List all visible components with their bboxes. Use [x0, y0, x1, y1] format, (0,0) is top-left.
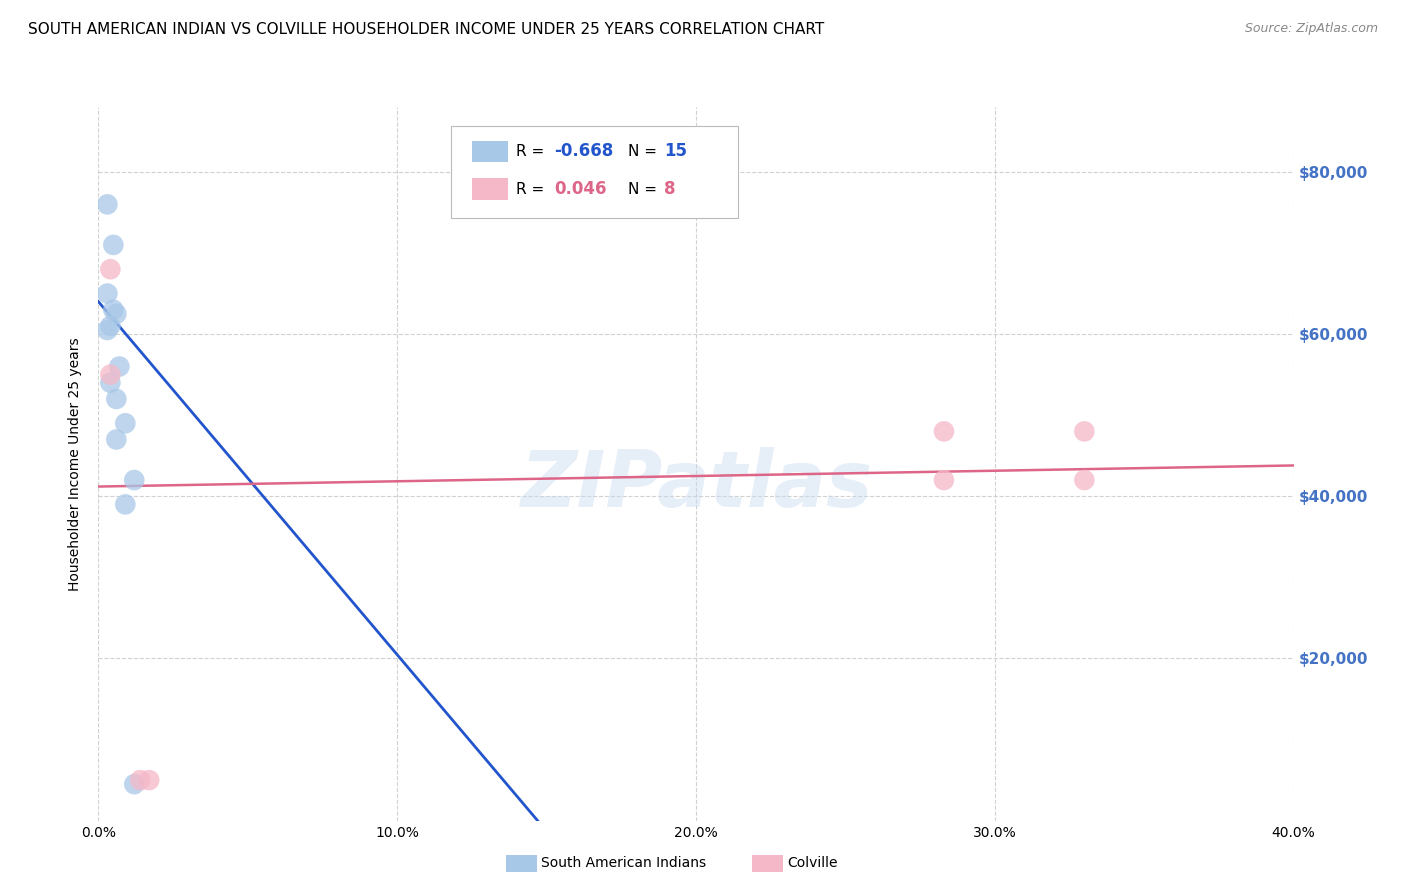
FancyBboxPatch shape [472, 141, 509, 162]
Text: -0.668: -0.668 [554, 143, 613, 161]
Text: R =: R = [516, 144, 548, 159]
Text: N =: N = [628, 144, 662, 159]
Point [103, 302, 125, 317]
Text: R =: R = [516, 182, 548, 196]
Point [932, 473, 955, 487]
Text: SOUTH AMERICAN INDIAN VS COLVILLE HOUSEHOLDER INCOME UNDER 25 YEARS CORRELATION : SOUTH AMERICAN INDIAN VS COLVILLE HOUSEH… [28, 22, 824, 37]
Point [105, 433, 128, 447]
Point [105, 392, 128, 406]
Text: South American Indians: South American Indians [541, 856, 706, 871]
Point [129, 773, 152, 788]
Text: ZIPatlas: ZIPatlas [520, 447, 872, 524]
Point [100, 368, 122, 382]
Point [1073, 473, 1095, 487]
Point [100, 318, 122, 333]
Point [138, 773, 160, 788]
Text: Source: ZipAtlas.com: Source: ZipAtlas.com [1244, 22, 1378, 36]
FancyBboxPatch shape [451, 127, 738, 218]
Y-axis label: Householder Income Under 25 years: Householder Income Under 25 years [69, 337, 83, 591]
Point [1073, 425, 1095, 439]
Point [932, 425, 955, 439]
Point [108, 359, 131, 374]
Point [100, 262, 122, 277]
Point [105, 307, 128, 321]
Point [103, 238, 125, 252]
Text: Colville: Colville [787, 856, 838, 871]
Point [114, 497, 136, 511]
Point [96, 286, 118, 301]
Text: 8: 8 [664, 180, 675, 198]
FancyBboxPatch shape [472, 178, 509, 200]
Point [124, 777, 146, 791]
Point [100, 376, 122, 390]
Point [96, 197, 118, 211]
Text: 15: 15 [664, 143, 686, 161]
Point [96, 323, 118, 337]
Text: 0.046: 0.046 [554, 180, 606, 198]
Point [124, 473, 146, 487]
Point [114, 417, 136, 431]
Text: N =: N = [628, 182, 662, 196]
